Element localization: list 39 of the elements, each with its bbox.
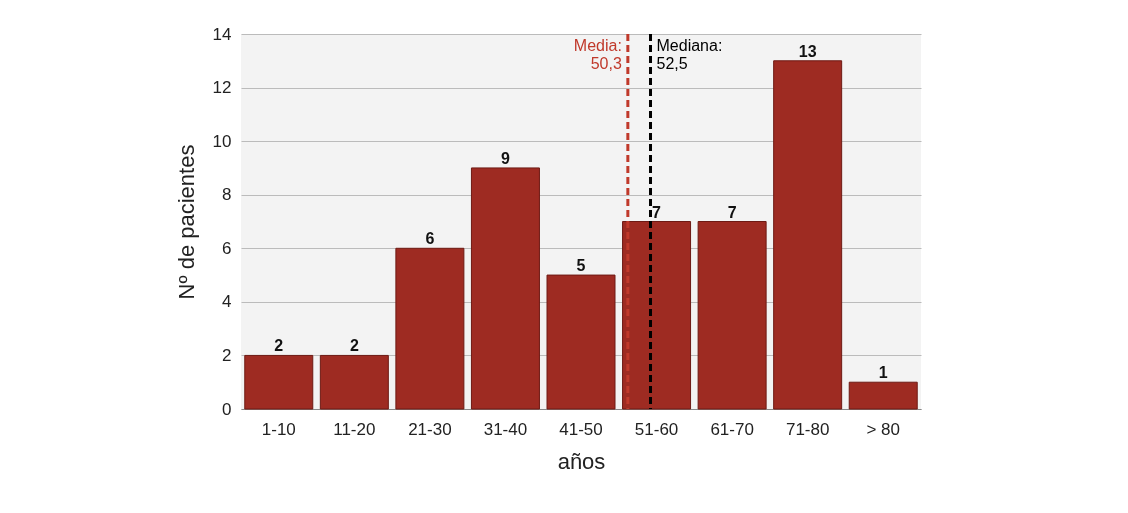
y-tick-label: 14 — [212, 24, 232, 44]
bar — [244, 354, 314, 410]
x-tick-label: 61-70 — [710, 419, 754, 439]
bar — [697, 221, 767, 410]
x-tick-label: 1-10 — [261, 419, 296, 439]
y-tick-label: 6 — [222, 238, 232, 258]
y-tick-label: 10 — [212, 131, 232, 151]
x-axis-title: años — [557, 448, 606, 474]
y-tick-label: 2 — [222, 345, 232, 365]
x-tick-label: > 80 — [866, 419, 900, 439]
ref-line-label: Media: 50,3 — [573, 37, 622, 72]
data-label: 5 — [576, 257, 586, 275]
y-tick-label: 4 — [222, 292, 232, 312]
x-tick-label: 71-80 — [785, 419, 830, 439]
bar — [319, 354, 389, 410]
bar — [773, 60, 843, 410]
bar — [848, 381, 918, 410]
data-label: 7 — [727, 203, 737, 221]
data-label: 6 — [425, 230, 435, 248]
x-tick-label: 31-40 — [483, 419, 528, 439]
bar — [395, 247, 465, 410]
data-label: 2 — [274, 337, 284, 355]
data-label: 2 — [349, 337, 359, 355]
bar — [546, 274, 616, 410]
y-axis-title: Nº de pacientes — [173, 144, 199, 300]
data-label: 13 — [798, 42, 817, 60]
bar — [622, 221, 692, 410]
y-tick-label: 0 — [222, 399, 232, 419]
data-label: 7 — [652, 203, 662, 221]
bar — [470, 167, 540, 410]
y-tick-label: 12 — [212, 78, 232, 98]
x-tick-label: 21-30 — [408, 419, 452, 439]
data-label: 1 — [878, 364, 888, 382]
data-label: 9 — [500, 149, 510, 167]
ref-line-label: Mediana: 52,5 — [656, 37, 723, 72]
x-tick-label: 11-20 — [333, 419, 376, 439]
y-tick-label: 8 — [222, 185, 232, 205]
x-tick-label: 41-50 — [559, 419, 603, 439]
x-tick-label: 51-60 — [634, 419, 679, 439]
